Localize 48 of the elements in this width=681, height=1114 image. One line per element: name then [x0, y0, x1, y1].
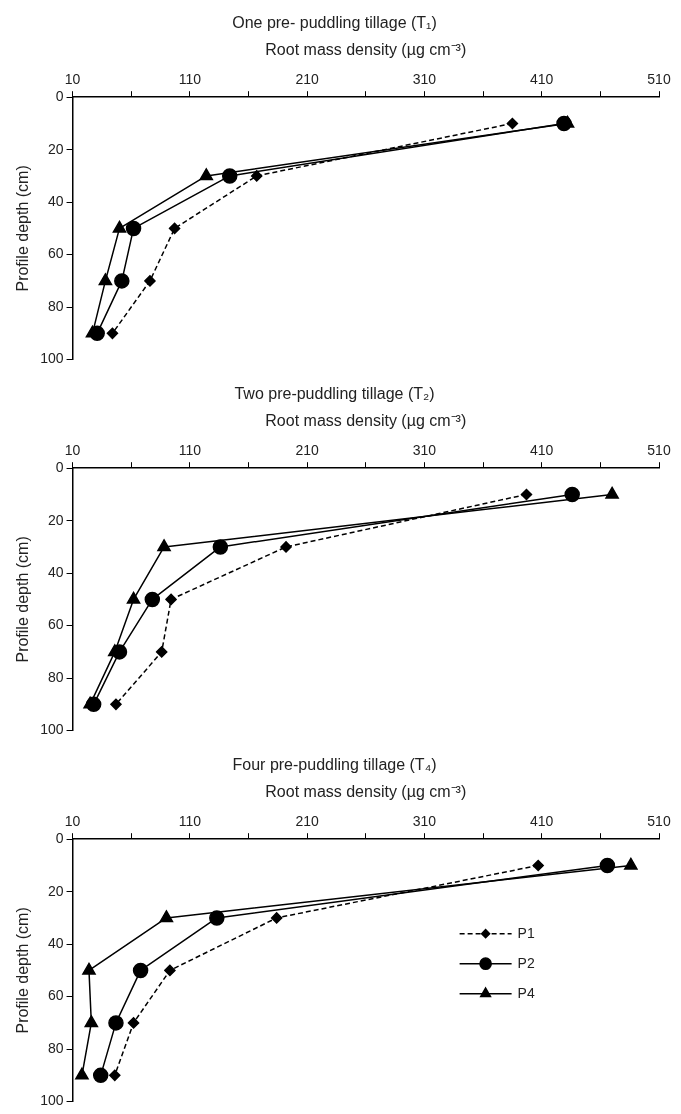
- x-tick-label: 410: [530, 70, 554, 87]
- x-axis-title: Root mass density (µg cm⁻³): [265, 412, 467, 430]
- y-tick-label: 40: [47, 564, 64, 581]
- x-axis-title: Root mass density (µg cm⁻³): [265, 783, 467, 801]
- chart-title: Four pre-puddling tillage (T₄): [232, 756, 437, 774]
- y-tick-label: 40: [47, 935, 64, 952]
- y-tick-label: 0: [55, 830, 64, 847]
- chart-title: One pre- puddling tillage (T₁): [232, 14, 437, 32]
- x-tick-label: 210: [295, 441, 320, 458]
- y-tick-label: 20: [47, 140, 64, 157]
- y-tick-label: 80: [47, 297, 64, 314]
- x-tick-label: 10: [64, 441, 81, 458]
- legend-label: P1: [517, 924, 535, 941]
- y-tick-label: 0: [55, 88, 64, 105]
- x-tick-label: 310: [412, 441, 437, 458]
- y-tick-label: 20: [47, 882, 64, 899]
- y-tick-label: 100: [40, 350, 64, 367]
- y-axis-title: Profile depth (cm): [14, 907, 32, 1034]
- y-tick-label: 80: [47, 1039, 64, 1056]
- y-tick-label: 60: [47, 987, 64, 1004]
- y-tick-label: 100: [40, 1092, 64, 1109]
- y-tick-label: 40: [47, 193, 64, 210]
- x-tick-label: 510: [647, 441, 671, 458]
- y-tick-label: 0: [55, 459, 64, 476]
- y-tick-label: 20: [47, 511, 64, 528]
- y-tick-label: 100: [40, 721, 64, 738]
- x-tick-label: 110: [178, 812, 202, 829]
- x-tick-label: 10: [64, 70, 81, 87]
- y-tick-label: 60: [47, 616, 64, 633]
- x-tick-label: 510: [647, 70, 671, 87]
- x-tick-label: 510: [647, 812, 671, 829]
- y-axis-title: Profile depth (cm): [14, 536, 32, 663]
- x-tick-label: 210: [295, 812, 320, 829]
- x-tick-label: 410: [530, 441, 554, 458]
- x-tick-label: 110: [178, 70, 202, 87]
- x-tick-label: 10: [64, 812, 81, 829]
- y-axis-title: Profile depth (cm): [14, 165, 32, 292]
- x-tick-label: 310: [412, 812, 437, 829]
- x-tick-label: 310: [412, 70, 437, 87]
- y-tick-label: 60: [47, 245, 64, 262]
- x-tick-label: 110: [178, 441, 202, 458]
- chart-title: Two pre-puddling tillage (T₂): [234, 385, 435, 403]
- x-tick-label: 410: [530, 812, 554, 829]
- legend-label: P2: [517, 954, 535, 971]
- legend-label: P4: [517, 984, 535, 1001]
- y-tick-label: 80: [47, 668, 64, 685]
- x-axis-title: Root mass density (µg cm⁻³): [265, 41, 467, 59]
- x-tick-label: 210: [295, 70, 320, 87]
